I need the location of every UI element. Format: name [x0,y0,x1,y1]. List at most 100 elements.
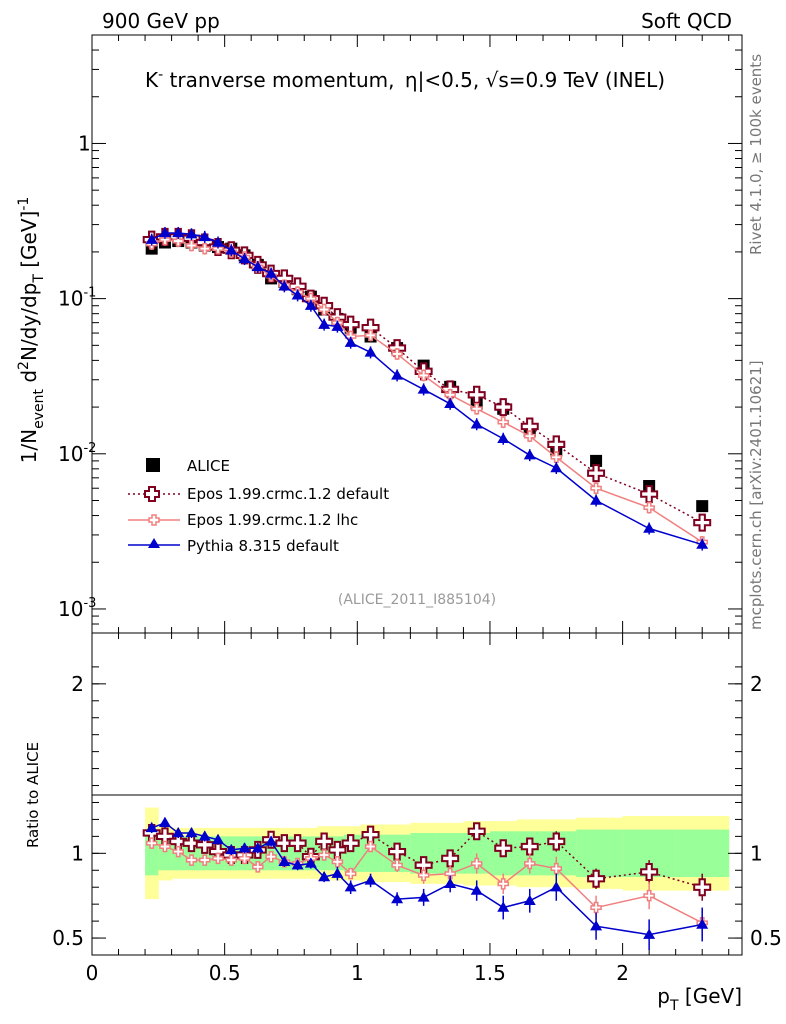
pythia-ratio-point [265,835,278,846]
epos-default-ratio-point [467,822,486,841]
pythia-ratio-point [444,877,457,889]
pythia-point [291,289,304,300]
epos-default-point [587,464,606,483]
epos-lhc-point [550,451,563,464]
pythia-point [238,253,251,264]
alice-point [696,500,709,513]
epos-default-point [467,385,486,404]
header-left: 900 GeV pp [102,9,220,33]
rivet-label: Rivet 4.1.0, ≥ 100k events [747,54,765,255]
legend: ALICE Epos 1.99.crmc.1.2 default Epos 1.… [128,457,389,555]
pythia-ratio-point [331,867,344,878]
pythia-point [344,336,357,347]
epos-lhc-ratio-point [344,867,357,880]
epos-default-point [640,485,659,504]
x-tick-label: 1 [351,961,364,985]
pythia-point [643,522,656,533]
epos-default-ratio-point [388,842,407,861]
pythia-ratio-point [158,816,171,828]
pythia-ratio-point [643,928,656,939]
pythia-ratio-point [391,893,404,904]
pythia-point [444,397,457,408]
ratio-tick-label: 1 [71,841,84,865]
legend-alice-label: ALICE [187,457,230,475]
pythia-point [198,230,211,242]
epos-lhc-point [159,233,171,246]
epos-default-ratio-point [182,834,201,853]
epos-lhc-ratio-point [364,840,377,853]
pythia-ratio-point [344,881,357,892]
epos-lhc-point [524,430,536,442]
pythia-point [304,299,317,310]
epos-lhc-point [391,348,403,360]
pythia-point [364,346,377,357]
x-tick-label: 1.5 [474,961,506,985]
epos-default-ratio-point [587,869,606,888]
pythia-ratio-point [696,918,709,929]
pythia-ratio-point [364,874,377,885]
epos-default-ratio-point [341,834,360,853]
y-tick-label: 1 [78,131,91,155]
epos-default-ratio-point [693,878,712,897]
x-axis-label: pT [GeV] [657,984,742,1014]
epos-lhc-ratio-point [444,867,456,880]
pythia-ratio-point [278,855,291,866]
pythia-point [318,318,331,329]
epos-lhc-ratio-point [417,869,430,882]
epos-default-point [494,398,513,417]
ratio-data [142,816,712,950]
chart-title: K- tranverse momentum, η|<0.5, √s=0.9 Te… [145,67,665,92]
epos-lhc-ratio-point [159,840,171,853]
pythia-point [172,226,185,238]
pythia-point [158,226,171,238]
x-tick-label: 0 [86,961,99,985]
epos-default-ratio-point [288,834,307,853]
epos-lhc-ratio-point [172,845,184,858]
epos-lhc-point [318,303,330,316]
legend-pythia-marker [148,538,160,548]
epos-lhc-ratio-point [212,852,224,865]
pythia-point [696,538,709,549]
epos-lhc-ratio-point [225,854,238,866]
pythia-point [391,369,404,380]
ratio-tick-label-right: 0.5 [750,926,782,950]
epos-lhc-point [590,482,602,494]
epos-lhc-ratio-point [238,852,251,865]
pythia-ratio-point [550,881,563,892]
pythia-point [185,228,198,239]
legend-epos-lhc-label: Epos 1.99.crmc.1.2 lhc [187,511,358,529]
header-right: Soft QCD [641,9,732,33]
analysis-watermark: (ALICE_2011_I885104) [338,592,496,608]
ratio-tick-label-right: 2 [750,672,763,696]
main-data [142,226,712,551]
legend-epos-lhc-marker [148,514,160,526]
epos-lhc-ratio-point [643,889,655,902]
axis-ticks: 0 0.5 1 1.5 210-310-210-110.5 0.51 12 2 [52,34,782,985]
pythia-point [212,236,225,247]
legend-pythia-label: Pythia 8.315 default [187,537,339,555]
pythia-ratio-point [238,842,251,853]
pythia-ratio-point [172,826,185,838]
epos-lhc-ratio-point [497,878,509,890]
epos-default-ratio-point [361,825,380,844]
epos-lhc-ratio-point [318,849,330,861]
pythia-ratio-point [198,830,211,841]
epos-default-point [547,435,566,454]
pythia-point [145,233,158,244]
pythia-ratio-point [291,859,304,870]
band-green [360,834,385,872]
legend-epos-default-label: Epos 1.99.crmc.1.2 default [187,485,389,503]
ratio-tick-label: 2 [71,672,84,696]
epos-default-ratio-point [315,832,334,851]
pythia-point [523,449,536,460]
pythia-point [278,280,291,291]
epos-lhc-ratio-point [590,901,602,914]
pythia-point [251,260,264,272]
mcplots-label: mcplots.cern.ch [arXiv:2401.10621] [747,360,765,630]
pythia-ratio-point [318,871,331,882]
epos-lhc-point [212,242,224,255]
epos-lhc-ratio-point [524,857,536,870]
epos-default-ratio-point [328,840,347,859]
epos-lhc-point [417,369,430,382]
